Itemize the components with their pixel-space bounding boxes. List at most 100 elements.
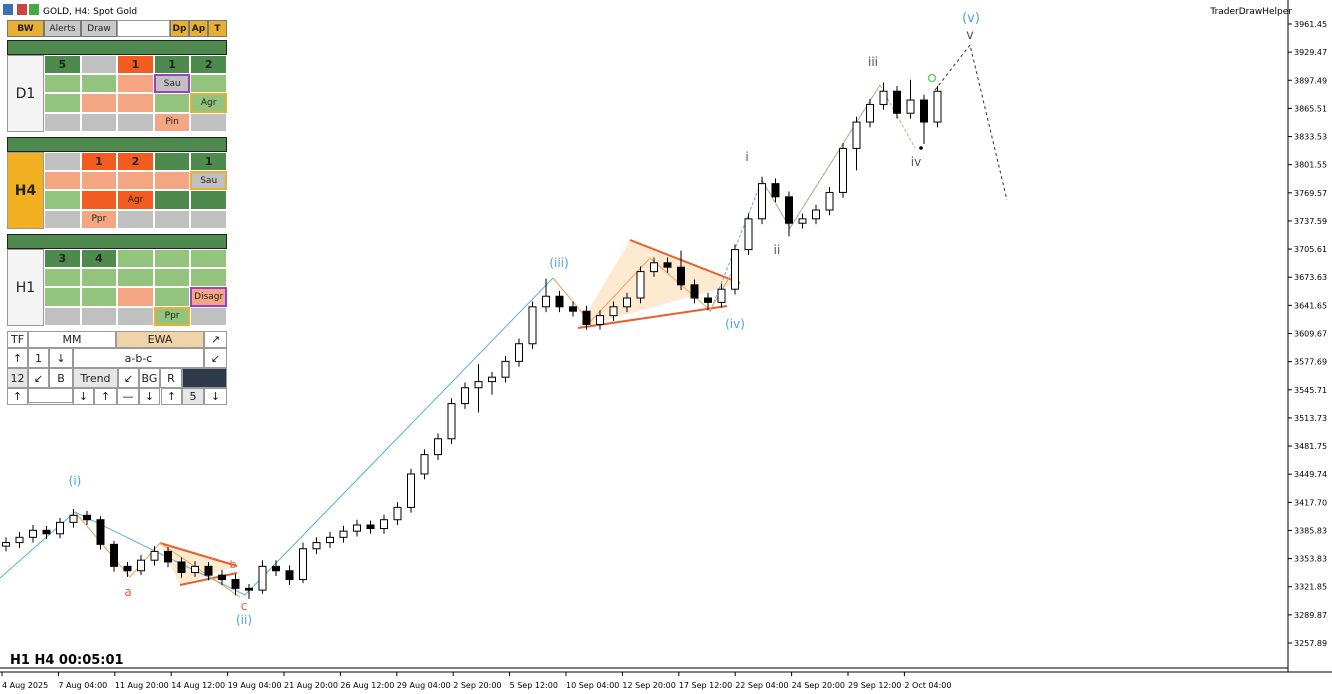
button[interactable]: Alerts	[44, 20, 81, 37]
y-tick-label: 3801.55	[1294, 161, 1327, 170]
toolbar-button[interactable]: 12	[7, 368, 28, 388]
signal-cell	[153, 190, 191, 210]
y-tick-label: 3385.83	[1294, 526, 1327, 535]
toolbar-button[interactable]: —	[117, 388, 139, 405]
signal-cell: Agr	[190, 93, 227, 113]
candles	[2, 79, 942, 599]
toolbar-button[interactable]: BG	[139, 368, 160, 388]
wave-label: i	[745, 150, 748, 164]
candle-body	[717, 288, 726, 303]
y-tick-label: 3257.89	[1294, 639, 1327, 648]
signal-header	[117, 249, 154, 269]
candle-body	[353, 524, 361, 532]
x-tick-label: 21 Aug 20:00	[284, 681, 338, 690]
candle-body	[488, 376, 496, 383]
candle-body	[2, 542, 10, 547]
toolbar-button[interactable]: a-b-c	[73, 348, 204, 368]
toolbar-button[interactable]: EWA	[116, 331, 204, 348]
candle-body	[110, 543, 118, 567]
x-tick-label: 17 Sep 12:00	[679, 681, 732, 690]
signal-cell: Sau	[190, 171, 227, 191]
candle-body	[501, 360, 510, 378]
candle-body	[339, 530, 348, 538]
toolbar-button[interactable]: ↑	[7, 348, 28, 368]
y-tick-label: 3673.63	[1294, 273, 1327, 282]
toolbar-button[interactable]: ↑	[7, 388, 28, 405]
toolbar-button[interactable]: ↓	[49, 348, 73, 368]
button[interactable]: Ap	[189, 20, 208, 37]
signal-cell	[80, 74, 118, 94]
signal-cell	[80, 171, 118, 191]
toolbar-button[interactable]: ↙	[204, 348, 227, 368]
x-tick-label: 14 Aug 12:00	[171, 681, 225, 690]
candle-body	[434, 438, 442, 456]
wave-label: b	[230, 558, 237, 571]
y-tick-label: 3929.47	[1294, 48, 1327, 57]
toolbar-button[interactable]: 5	[182, 388, 204, 405]
x-tick-label: 29 Sep 12:00	[848, 681, 901, 690]
signal-cell	[80, 190, 118, 210]
x-tick-label: 24 Sep 20:00	[792, 681, 845, 690]
signal-cell	[80, 287, 118, 307]
button[interactable]: Draw	[81, 20, 117, 37]
wave-label: iv	[911, 155, 921, 169]
projection-line	[934, 43, 1008, 201]
toolbar-button[interactable]: R	[160, 368, 182, 388]
y-tick-label: 3481.75	[1294, 442, 1327, 451]
signal-header: 1	[117, 55, 154, 75]
toolbar-button[interactable]: 1	[28, 348, 49, 368]
pivot-dot	[919, 146, 923, 150]
toolbar-button[interactable]: ↙	[28, 368, 49, 388]
watermark: TraderDrawHelper	[1209, 7, 1292, 17]
triangle-fill	[160, 543, 237, 585]
y-tick-label: 3577.69	[1294, 358, 1327, 367]
toolbar-button[interactable]: ↑	[161, 388, 182, 405]
toolbar-line	[28, 388, 73, 405]
signal-cell	[117, 93, 154, 113]
candle-body	[461, 387, 469, 405]
toolbar-button[interactable]: B	[49, 368, 73, 388]
wave-label: v	[966, 28, 974, 43]
button[interactable]: BW	[7, 20, 44, 37]
signal-cell	[117, 209, 154, 229]
signal-cell	[190, 306, 227, 326]
signal-cell	[117, 112, 154, 132]
menu-icon	[3, 4, 13, 15]
toolbar-button[interactable]: Trend	[73, 368, 118, 388]
candle-body	[474, 381, 483, 389]
toolbar-button[interactable]: MM	[28, 331, 116, 348]
toolbar-button[interactable]: ↑	[94, 388, 117, 405]
candle-body	[258, 565, 267, 591]
signal-cell	[190, 268, 227, 288]
toolbar-button[interactable]: ↙	[118, 368, 139, 388]
signal-cell	[44, 74, 81, 94]
toolbar-button[interactable]: ↗	[204, 331, 227, 348]
signal-cell	[117, 268, 154, 288]
candle-body	[191, 565, 199, 574]
signal-cell	[117, 306, 154, 326]
signal-cell: Agr	[117, 190, 154, 210]
signal-header	[190, 249, 227, 269]
candle-body	[96, 519, 105, 545]
candle-body	[15, 536, 24, 544]
candle-body	[839, 147, 847, 193]
y-tick-label: 3353.83	[1294, 555, 1327, 564]
signal-cell	[190, 190, 227, 210]
toolbar-button[interactable]: ↓	[73, 388, 94, 405]
candle-body	[420, 454, 429, 475]
signal-header: 4	[80, 249, 118, 269]
candle-body	[798, 218, 807, 224]
candle-body	[623, 297, 631, 308]
signal-cell	[44, 112, 81, 132]
candle-body	[285, 570, 294, 581]
candle-body	[177, 561, 186, 574]
signal-cell	[44, 209, 81, 229]
button[interactable]: T	[208, 20, 227, 37]
toolbar-button[interactable]: TF	[7, 331, 28, 348]
toolbar-button[interactable]: ↓	[139, 388, 160, 405]
candle-body	[366, 524, 375, 530]
button[interactable]: Dp	[170, 20, 189, 37]
candle-body	[218, 574, 226, 581]
trend-line	[629, 239, 741, 284]
toolbar-button[interactable]: ↓	[204, 388, 227, 405]
